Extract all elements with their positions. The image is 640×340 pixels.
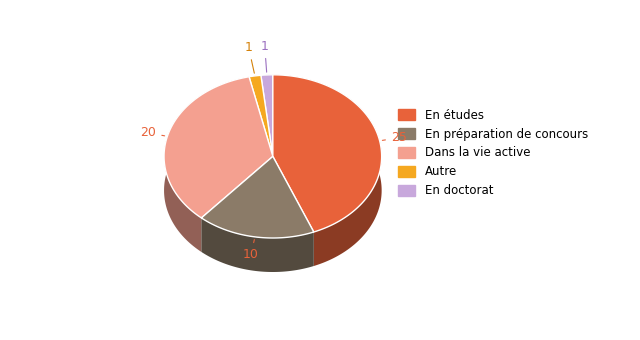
Polygon shape: [164, 77, 249, 252]
Polygon shape: [202, 218, 314, 272]
Text: 1: 1: [261, 40, 269, 72]
Polygon shape: [249, 75, 273, 156]
Text: 25: 25: [382, 132, 407, 144]
Polygon shape: [273, 75, 381, 232]
Text: 20: 20: [140, 126, 164, 139]
Polygon shape: [261, 75, 273, 109]
Polygon shape: [261, 75, 273, 156]
Polygon shape: [164, 77, 273, 218]
Polygon shape: [273, 75, 381, 266]
Text: 10: 10: [243, 240, 259, 261]
Text: 1: 1: [244, 41, 254, 73]
Legend: En études, En préparation de concours, Dans la vie active, Autre, En doctorat: En études, En préparation de concours, D…: [397, 109, 588, 197]
Polygon shape: [202, 156, 314, 238]
Polygon shape: [249, 75, 261, 111]
